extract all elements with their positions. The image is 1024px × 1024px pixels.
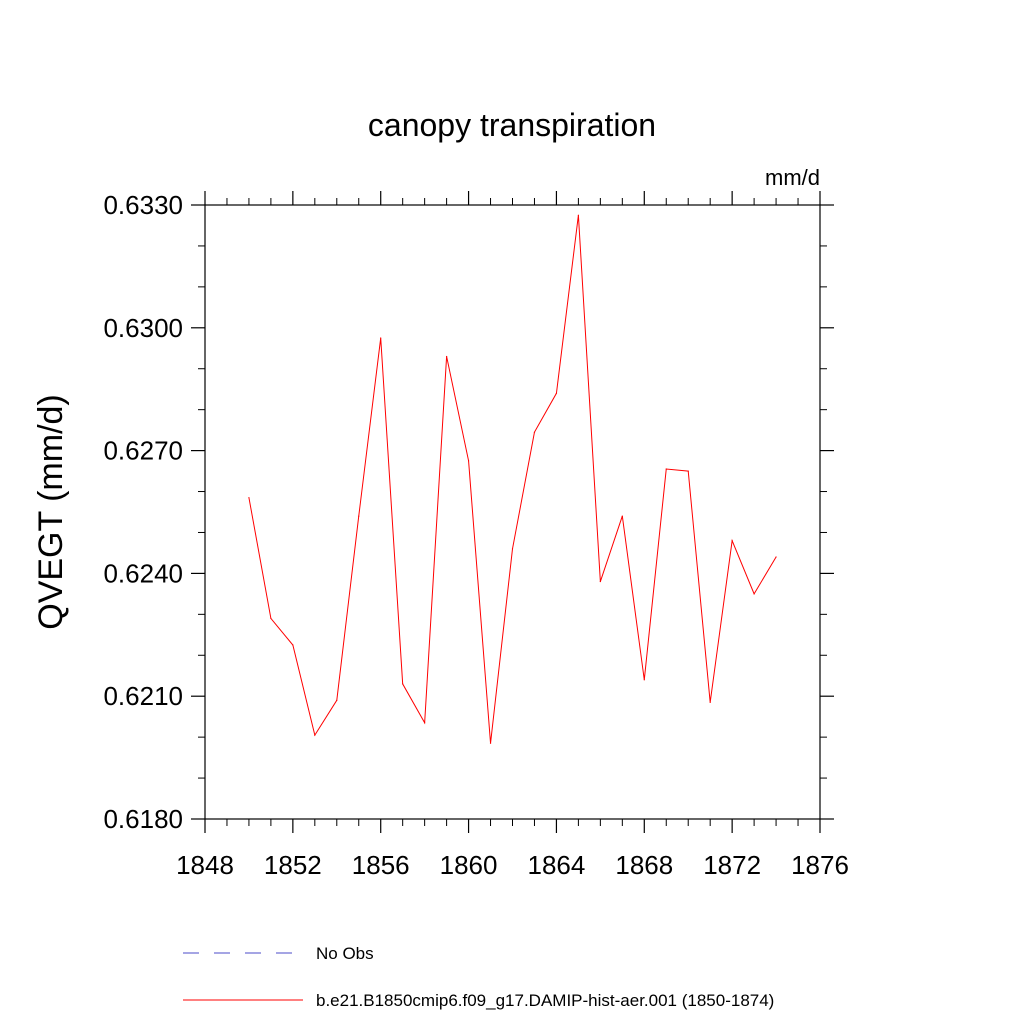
x-tick-label: 1856 xyxy=(352,850,410,880)
y-tick-label: 0.6270 xyxy=(103,436,183,466)
y-tick-label: 0.6300 xyxy=(103,313,183,343)
data-point xyxy=(314,734,316,736)
data-point xyxy=(380,337,382,339)
y-axis-label: QVEGT (mm/d) xyxy=(32,394,70,630)
units-label: mm/d xyxy=(765,165,820,190)
y-tick-label: 0.6330 xyxy=(103,190,183,220)
y-tick-label: 0.6210 xyxy=(103,681,183,711)
data-point xyxy=(270,617,272,620)
legend-label-model: b.e21.B1850cmip6.f09_g17.DAMIP-hist-aer.… xyxy=(316,991,774,1010)
data-point xyxy=(424,722,426,724)
data-point xyxy=(292,644,294,646)
data-point xyxy=(467,460,470,462)
x-tick-labels: 1848 1852 1856 1860 1864 1868 1872 1876 xyxy=(176,850,849,880)
x-tick-label: 1872 xyxy=(703,850,761,880)
series-line-1 xyxy=(248,215,777,744)
data-point xyxy=(489,742,492,744)
data-point xyxy=(555,392,558,394)
x-tick-label: 1876 xyxy=(791,850,849,880)
plot-frame xyxy=(204,204,821,820)
legend: No Obs b.e21.B1850cmip6.f09_g17.DAMIP-hi… xyxy=(183,944,774,1010)
data-point xyxy=(621,515,623,517)
data-point xyxy=(775,556,777,558)
data-point xyxy=(358,515,360,517)
x-tick-label: 1860 xyxy=(440,850,498,880)
y-tick-label: 0.6240 xyxy=(103,558,183,588)
data-point xyxy=(753,593,755,595)
y-tick-label: 0.6180 xyxy=(103,804,183,834)
chart-title: canopy transpiration xyxy=(368,107,656,143)
data-point xyxy=(709,701,711,703)
data-point xyxy=(446,355,448,358)
data-point xyxy=(731,540,733,542)
legend-label-no-obs: No Obs xyxy=(316,944,374,963)
data-point xyxy=(533,431,536,433)
data-point xyxy=(599,580,601,583)
data-point xyxy=(336,699,338,701)
data-point xyxy=(665,468,667,470)
axis-ticks xyxy=(191,191,834,833)
y-tick-labels: 0.6180 0.6210 0.6240 0.6270 0.6300 0.6330 xyxy=(103,190,183,834)
data-point xyxy=(402,683,404,685)
data-point xyxy=(643,679,645,681)
data-point xyxy=(687,470,689,472)
x-tick-label: 1868 xyxy=(615,850,673,880)
plot-series xyxy=(248,214,777,744)
x-tick-label: 1864 xyxy=(528,850,586,880)
data-point xyxy=(248,497,250,499)
x-tick-label: 1848 xyxy=(176,850,234,880)
data-point xyxy=(577,214,579,216)
x-tick-label: 1852 xyxy=(264,850,322,880)
data-point xyxy=(511,548,514,550)
